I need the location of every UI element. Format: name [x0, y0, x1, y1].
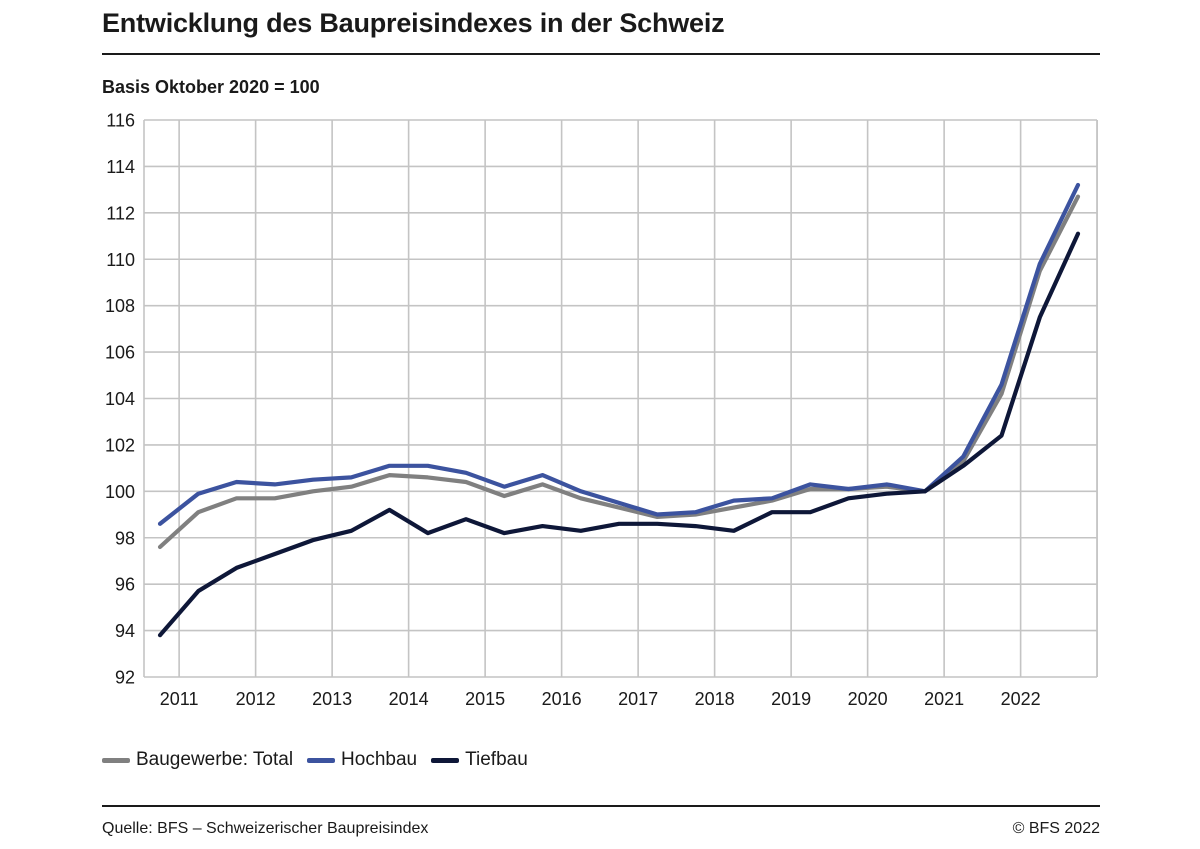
y-tick-label: 92	[115, 668, 135, 688]
y-tick-label: 112	[106, 203, 135, 223]
y-tick-label: 98	[115, 528, 135, 548]
source-note: Quelle: BFS – Schweizerischer Baupreisin…	[102, 820, 429, 837]
chart-subtitle: Basis Oktober 2020 = 100	[102, 77, 320, 97]
legend-label-tiefbau: Tiefbau	[465, 749, 528, 770]
x-tick-label: 2013	[312, 689, 352, 709]
x-tick-label: 2021	[924, 689, 964, 709]
x-tick-label: 2015	[465, 689, 505, 709]
x-tick-label: 2014	[389, 689, 429, 709]
y-tick-label: 116	[106, 111, 135, 131]
x-tick-label: 2017	[618, 689, 658, 709]
legend-swatch-total	[102, 757, 130, 763]
copyright-note: © BFS 2022	[1012, 820, 1100, 837]
y-tick-label: 114	[106, 157, 135, 177]
x-tick-label: 2011	[160, 689, 199, 709]
legend-item-hochbau: Hochbau	[307, 749, 417, 771]
x-tick-label: 2018	[695, 689, 735, 709]
legend-label-hochbau: Hochbau	[341, 749, 418, 770]
legend-swatch-tiefbau	[431, 757, 460, 763]
y-tick-label: 100	[105, 482, 135, 502]
y-tick-label: 102	[105, 435, 135, 455]
y-tick-label: 96	[115, 575, 135, 595]
grid	[143, 119, 1098, 678]
y-tick-label: 110	[106, 250, 135, 270]
x-tick-label: 2020	[848, 689, 888, 709]
series-line-tiefbau	[157, 231, 1081, 638]
chart-title: Entwicklung des Baupreisindexes in der S…	[102, 8, 725, 38]
x-tick-label: 2016	[542, 689, 582, 709]
series-lines	[157, 182, 1081, 638]
title-rule	[102, 53, 1100, 55]
footer-rule	[102, 805, 1100, 807]
series-line-total	[157, 194, 1081, 550]
y-tick-label: 94	[115, 621, 135, 641]
y-tick-label: 104	[105, 389, 135, 409]
x-tick-label: 2012	[236, 689, 276, 709]
series-line-hochbau	[157, 182, 1081, 526]
legend-swatch-hochbau	[307, 757, 336, 763]
y-axis-ticks: 92 94 96 98 100 102 104 106 108 110 112 114 116	[105, 111, 135, 688]
legend: Baugewerbe: Total Hochbau Tiefbau	[102, 747, 542, 773]
y-tick-label: 106	[105, 343, 135, 363]
x-axis-ticks: 2011 2012 2013 2014 2015 2016 2017 2018 2019 2020…	[160, 689, 1041, 709]
x-tick-label: 2019	[771, 689, 811, 709]
x-tick-label: 2022	[1001, 689, 1041, 709]
legend-item-tiefbau: Tiefbau	[431, 749, 528, 771]
y-tick-label: 108	[105, 296, 135, 316]
legend-item-total: Baugewerbe: Total	[102, 749, 293, 771]
legend-label-total: Baugewerbe: Total	[136, 749, 294, 770]
